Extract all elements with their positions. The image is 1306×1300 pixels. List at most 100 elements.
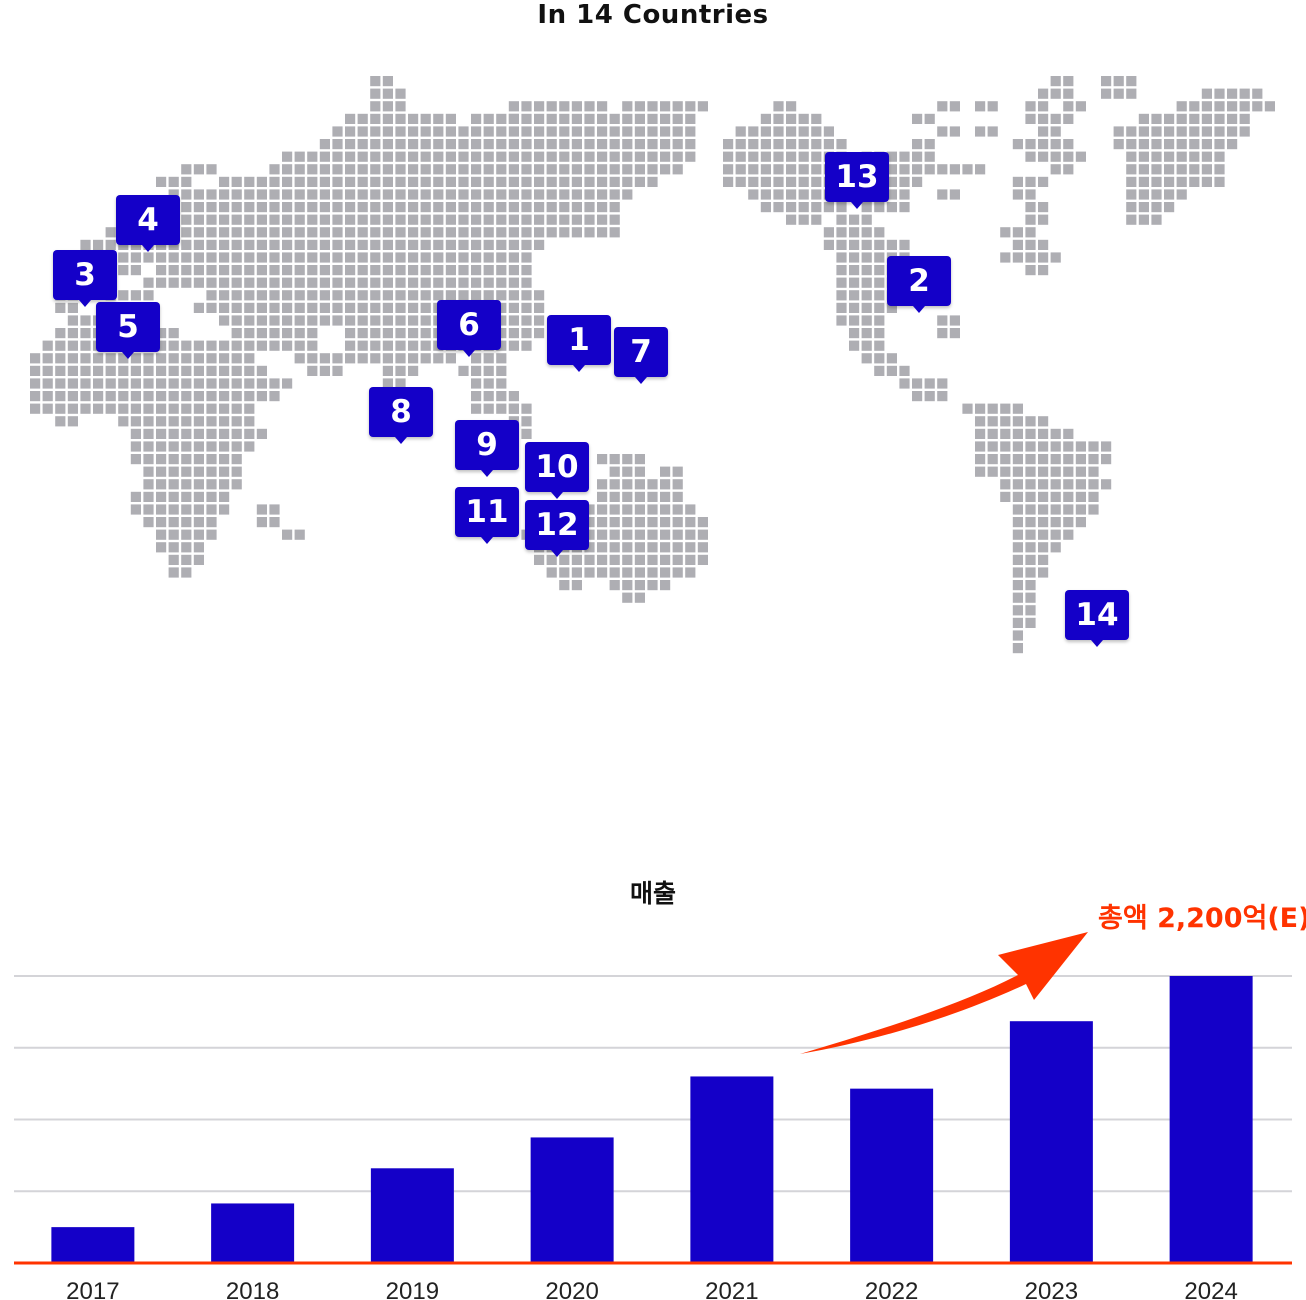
- map-cell: [508, 176, 519, 187]
- map-cell: [382, 202, 393, 213]
- map-cell: [496, 353, 507, 364]
- country-marker-10[interactable]: 10: [525, 442, 589, 499]
- map-cell: [811, 139, 822, 150]
- map-cell: [282, 315, 293, 326]
- country-marker-7[interactable]: 7: [614, 327, 668, 384]
- map-cell: [1201, 88, 1212, 99]
- x-tick-label: 2020: [545, 1278, 598, 1300]
- map-cell: [609, 202, 620, 213]
- map-cell: [282, 214, 293, 225]
- map-cell: [521, 252, 532, 263]
- map-cell: [433, 265, 444, 276]
- map-cell: [647, 542, 658, 553]
- map-cell: [597, 517, 608, 528]
- map-cell: [1214, 88, 1225, 99]
- map-cell: [231, 365, 242, 376]
- country-marker-14[interactable]: 14: [1065, 590, 1129, 647]
- map-cell: [886, 151, 897, 162]
- map-cell: [975, 441, 986, 452]
- map-cell: [370, 252, 381, 263]
- map-cell: [206, 466, 217, 477]
- map-cell: [143, 416, 154, 427]
- map-cell: [1025, 454, 1036, 465]
- map-cell: [193, 353, 204, 364]
- map-cell: [395, 290, 406, 301]
- map-cell: [1025, 151, 1036, 162]
- map-cell: [1176, 139, 1187, 150]
- map-cell: [546, 164, 557, 175]
- map-cell: [861, 277, 872, 288]
- x-tick-label: 2023: [1025, 1278, 1078, 1300]
- map-cell: [1214, 139, 1225, 150]
- map-cell: [546, 202, 557, 213]
- map-cell: [1012, 517, 1023, 528]
- map-cell: [849, 315, 860, 326]
- map-cell: [168, 491, 179, 502]
- map-cell: [672, 113, 683, 124]
- map-cell: [1038, 252, 1049, 263]
- map-cell: [584, 517, 595, 528]
- map-cell: [609, 139, 620, 150]
- marker-pointer-icon: [1091, 640, 1103, 647]
- country-marker-13[interactable]: 13: [825, 152, 889, 209]
- map-cell: [496, 214, 507, 225]
- map-cell: [584, 202, 595, 213]
- map-cell: [370, 202, 381, 213]
- map-cell: [219, 290, 230, 301]
- map-cell: [1063, 76, 1074, 87]
- map-cell: [1075, 504, 1086, 515]
- map-cell: [445, 126, 456, 137]
- map-cell: [1012, 504, 1023, 515]
- country-marker-9[interactable]: 9: [455, 420, 519, 477]
- map-cell: [521, 302, 532, 313]
- map-cell: [332, 176, 343, 187]
- map-cell: [168, 517, 179, 528]
- map-cell: [811, 176, 822, 187]
- x-tick-label: 2017: [66, 1278, 119, 1300]
- map-cell: [382, 214, 393, 225]
- map-cell: [231, 378, 242, 389]
- country-marker-4[interactable]: 4: [116, 195, 180, 252]
- marker-label: 10: [525, 442, 589, 492]
- map-cell: [685, 517, 696, 528]
- map-cell: [206, 265, 217, 276]
- map-cell: [584, 529, 595, 540]
- map-cell: [1012, 554, 1023, 565]
- map-cell: [1176, 176, 1187, 187]
- country-marker-6[interactable]: 6: [437, 300, 501, 357]
- map-cell: [1239, 88, 1250, 99]
- country-marker-5[interactable]: 5: [96, 302, 160, 359]
- map-cell: [1189, 164, 1200, 175]
- map-cell: [319, 315, 330, 326]
- country-marker-2[interactable]: 2: [887, 256, 951, 313]
- map-cell: [508, 214, 519, 225]
- map-cell: [181, 416, 192, 427]
- map-cell: [1101, 454, 1112, 465]
- map-cell: [231, 189, 242, 200]
- map-cell: [294, 189, 305, 200]
- country-marker-3[interactable]: 3: [53, 250, 117, 307]
- map-cell: [597, 151, 608, 162]
- map-cell: [395, 353, 406, 364]
- country-marker-8[interactable]: 8: [369, 387, 433, 444]
- map-cell: [156, 353, 167, 364]
- map-cell: [471, 139, 482, 150]
- map-cell: [345, 113, 356, 124]
- map-cell: [748, 126, 759, 137]
- map-cell: [1075, 491, 1086, 502]
- marker-pointer-icon: [395, 437, 407, 444]
- map-cell: [886, 202, 897, 213]
- country-marker-1[interactable]: 1: [547, 315, 611, 372]
- map-cell: [534, 328, 545, 339]
- map-cell: [357, 265, 368, 276]
- map-cell: [130, 403, 141, 414]
- map-cell: [433, 176, 444, 187]
- map-cell: [483, 151, 494, 162]
- country-marker-12[interactable]: 12: [525, 500, 589, 557]
- map-cell: [471, 164, 482, 175]
- country-marker-11[interactable]: 11: [455, 487, 519, 544]
- map-cell: [534, 554, 545, 565]
- map-cell: [534, 302, 545, 313]
- map-cell: [798, 189, 809, 200]
- map-cell: [534, 126, 545, 137]
